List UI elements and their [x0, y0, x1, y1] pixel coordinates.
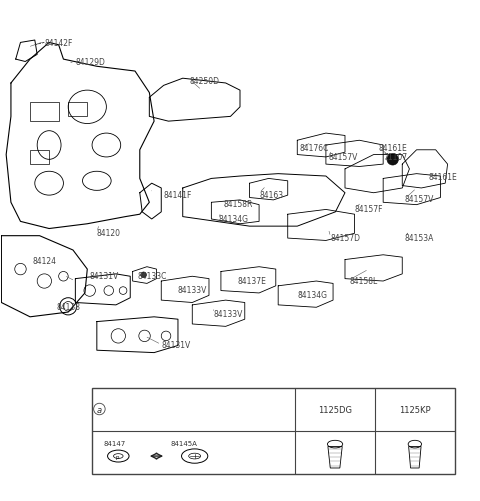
- Text: 84161E: 84161E: [429, 172, 457, 181]
- Bar: [68, 103, 87, 117]
- Text: 84124: 84124: [33, 257, 57, 266]
- Text: 84176C: 84176C: [300, 144, 329, 153]
- Bar: [30, 150, 49, 165]
- Text: p: p: [115, 454, 119, 459]
- Text: 84134G: 84134G: [218, 215, 249, 224]
- Text: 84134G: 84134G: [297, 290, 327, 299]
- Text: 84157V: 84157V: [328, 153, 358, 162]
- Text: 84131V: 84131V: [161, 340, 191, 349]
- Text: 71107: 71107: [383, 153, 408, 162]
- Text: 84250D: 84250D: [190, 77, 220, 86]
- Text: 84141F: 84141F: [164, 190, 192, 199]
- Text: 84158L: 84158L: [350, 276, 378, 285]
- Text: 84157V: 84157V: [405, 195, 434, 204]
- Text: 84161E: 84161E: [378, 144, 407, 153]
- Text: 84142F: 84142F: [44, 39, 72, 48]
- Bar: [30, 103, 59, 122]
- Text: 1125DG: 1125DG: [318, 405, 352, 414]
- Text: 84133V: 84133V: [214, 309, 243, 318]
- Text: 84120: 84120: [97, 228, 121, 237]
- Text: 84137E: 84137E: [238, 276, 266, 285]
- Text: a: a: [97, 405, 102, 414]
- Text: 84147: 84147: [104, 440, 126, 446]
- Circle shape: [141, 273, 146, 278]
- Text: 84138: 84138: [56, 302, 80, 311]
- Text: 84129D: 84129D: [75, 58, 105, 67]
- Text: 84133V: 84133V: [178, 286, 207, 295]
- Text: 84153A: 84153A: [405, 233, 434, 242]
- Text: 84145A: 84145A: [171, 440, 198, 446]
- Text: 84157F: 84157F: [355, 204, 383, 213]
- Text: 84131V: 84131V: [90, 271, 119, 280]
- Text: 84163: 84163: [259, 190, 283, 199]
- Circle shape: [387, 154, 398, 166]
- Text: 1125KP: 1125KP: [399, 405, 431, 414]
- Text: 84133C: 84133C: [137, 271, 167, 280]
- Text: 84158R: 84158R: [223, 200, 252, 209]
- Text: 84157D: 84157D: [331, 233, 360, 242]
